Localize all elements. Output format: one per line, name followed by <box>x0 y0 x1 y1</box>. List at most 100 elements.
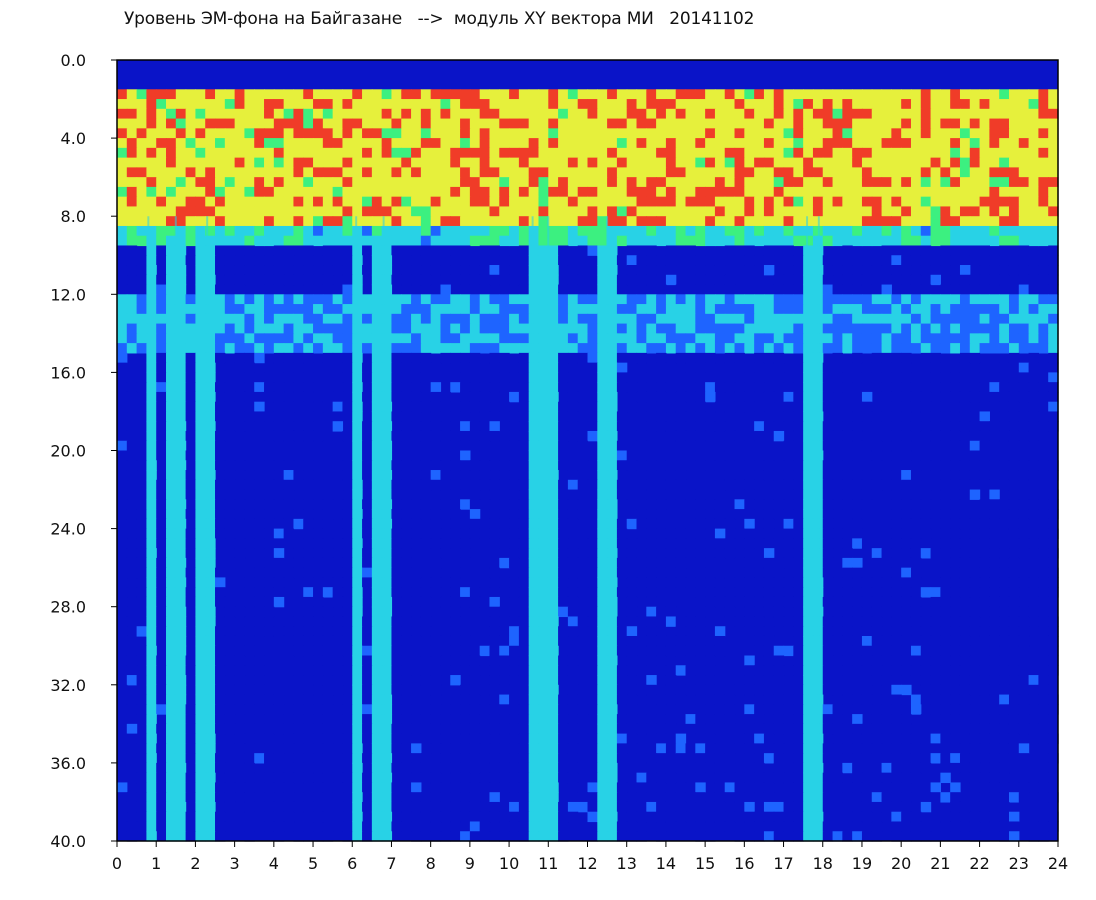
heatmap-cell <box>832 343 843 354</box>
heatmap-cell <box>950 89 961 100</box>
heatmap-cell <box>881 245 892 256</box>
heatmap-cell <box>803 684 814 696</box>
heatmap-cell <box>215 352 226 364</box>
heatmap-cell <box>185 89 197 100</box>
heatmap-cell <box>195 89 206 100</box>
heatmap-cell <box>156 450 167 461</box>
heatmap-cell <box>793 538 804 549</box>
heatmap-cell <box>146 626 157 637</box>
heatmap-cell <box>959 645 971 657</box>
heatmap-cell <box>499 177 510 188</box>
heatmap-cell <box>146 401 157 413</box>
heatmap-cell <box>1018 138 1030 149</box>
heatmap-cell <box>469 99 481 110</box>
heatmap-cell <box>861 108 873 120</box>
heatmap-cell <box>636 440 647 452</box>
heatmap-cell <box>234 635 246 647</box>
heatmap-cell <box>205 645 216 657</box>
heatmap-cell <box>597 382 608 393</box>
heatmap-cell <box>969 430 981 442</box>
heatmap-cell <box>636 323 647 334</box>
heatmap-cell <box>420 255 432 266</box>
heatmap-cell <box>881 294 892 305</box>
heatmap-cell <box>371 304 383 315</box>
heatmap-cell <box>264 518 275 530</box>
heatmap-cell <box>607 352 618 364</box>
heatmap-cell <box>117 528 128 539</box>
heatmap-cell <box>548 186 559 198</box>
heatmap-cell <box>597 206 608 217</box>
heatmap-cell <box>852 294 863 305</box>
heatmap-cell <box>891 430 902 442</box>
heatmap-cell <box>499 450 510 461</box>
heatmap-cell <box>558 587 569 598</box>
heatmap-cell <box>695 489 706 500</box>
heatmap-cell <box>322 499 334 510</box>
heatmap-cell <box>430 118 442 129</box>
heatmap-cell <box>940 157 951 168</box>
heatmap-cell <box>332 108 344 120</box>
heatmap-cell <box>744 147 755 159</box>
heatmap-cell <box>1018 440 1030 452</box>
heatmap-cell <box>489 294 500 305</box>
heatmap-cell <box>391 225 402 237</box>
heatmap-cell <box>734 323 745 334</box>
heatmap-cell <box>675 186 687 198</box>
heatmap-cell <box>371 411 383 422</box>
heatmap-cell <box>636 118 647 129</box>
heatmap-cell <box>812 108 824 120</box>
heatmap-cell <box>117 440 128 452</box>
heatmap-cell <box>146 147 157 159</box>
heatmap-cell <box>861 362 873 373</box>
heatmap-cell <box>234 655 246 666</box>
heatmap-cell <box>773 108 785 120</box>
heatmap-cell <box>136 274 147 286</box>
heatmap-cell <box>136 509 147 520</box>
heatmap-cell <box>283 157 295 168</box>
heatmap-cell <box>362 294 373 305</box>
heatmap-cell <box>881 528 892 539</box>
heatmap-cell <box>156 421 167 432</box>
heatmap-cell <box>910 186 922 198</box>
heatmap-cell <box>538 499 549 510</box>
heatmap-cell <box>1048 645 1059 657</box>
heatmap-cell <box>391 557 402 569</box>
heatmap-cell <box>754 225 765 237</box>
heatmap-cell <box>626 294 638 305</box>
heatmap-cell <box>705 684 716 696</box>
heatmap-cell <box>1018 665 1030 676</box>
heatmap-cell <box>479 99 491 110</box>
heatmap-cell <box>185 450 197 461</box>
heatmap-cell <box>597 528 608 539</box>
heatmap-cell <box>763 557 775 569</box>
heatmap-cell <box>146 606 157 618</box>
heatmap-cell <box>362 391 373 403</box>
heatmap-cell <box>852 177 863 188</box>
heatmap-cell <box>313 89 324 100</box>
heatmap-cell <box>136 538 147 549</box>
heatmap-cell <box>293 557 304 569</box>
heatmap-cell <box>362 186 373 198</box>
heatmap-cell <box>714 157 726 168</box>
heatmap-cell <box>930 606 941 618</box>
heatmap-cell <box>577 196 589 208</box>
heatmap-cell <box>626 118 638 129</box>
heatmap-cell <box>999 362 1010 373</box>
heatmap-cell <box>371 265 383 276</box>
heatmap-cell <box>675 391 687 403</box>
heatmap-cell <box>381 245 393 256</box>
heatmap-cell <box>646 606 657 618</box>
heatmap-cell <box>479 430 491 442</box>
heatmap-cell <box>440 138 451 149</box>
heatmap-cell <box>362 616 373 627</box>
heatmap-cell <box>744 99 755 110</box>
heatmap-cell <box>940 509 951 520</box>
heatmap-cell <box>166 684 177 696</box>
heatmap-cell <box>1008 323 1020 334</box>
heatmap-cell <box>812 147 824 159</box>
heatmap-cell <box>381 294 393 305</box>
heatmap-cell <box>273 196 285 208</box>
heatmap-cell <box>607 343 618 354</box>
heatmap-cell <box>665 235 677 247</box>
heatmap-cell <box>146 460 157 471</box>
